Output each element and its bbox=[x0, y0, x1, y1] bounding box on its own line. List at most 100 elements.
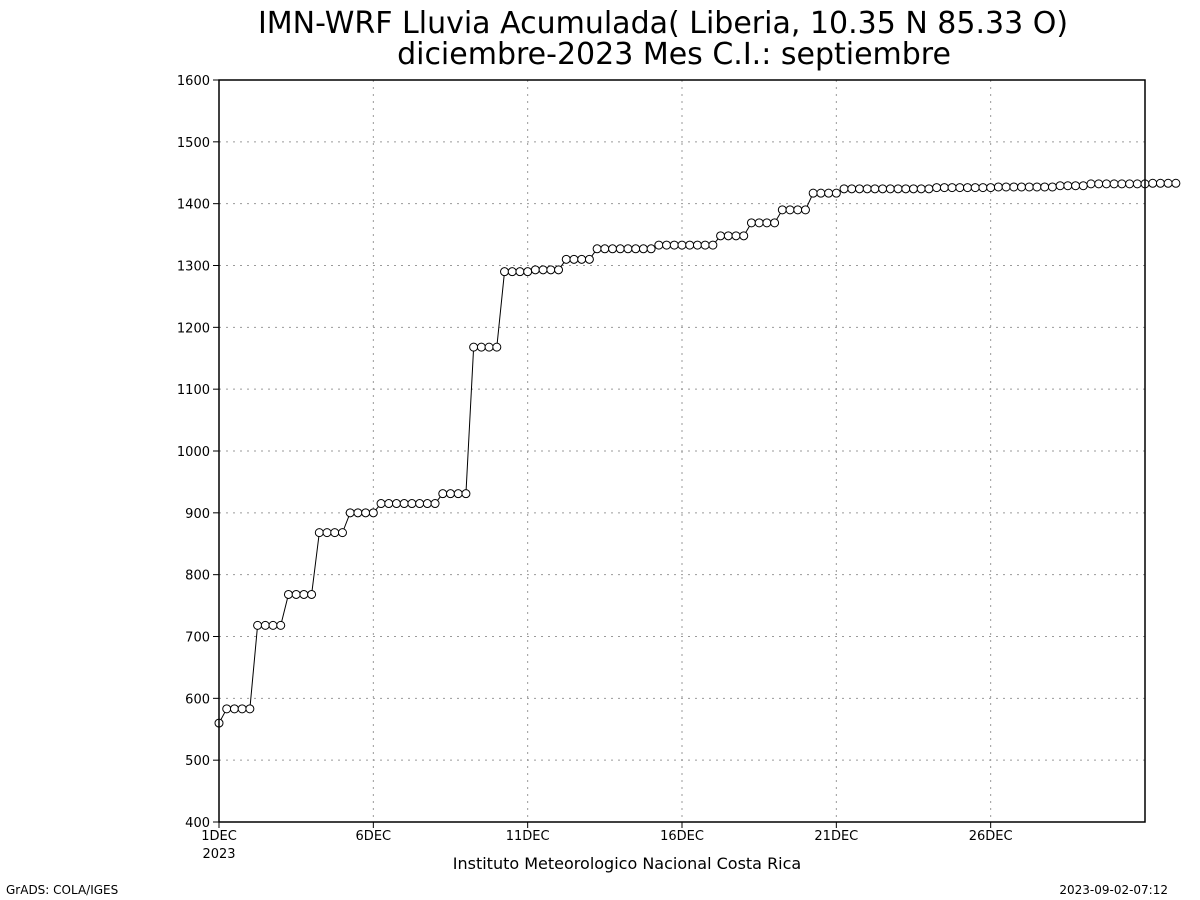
y-tick-label: 800 bbox=[185, 569, 210, 584]
data-point bbox=[669, 240, 679, 250]
x-tick-label: 1DEC bbox=[201, 829, 237, 844]
data-point bbox=[245, 704, 255, 714]
x-tick-label: 11DEC bbox=[506, 829, 550, 844]
y-tick-label: 1100 bbox=[177, 383, 210, 398]
data-point bbox=[407, 499, 417, 509]
y-tick-label: 1000 bbox=[177, 445, 210, 460]
data-point bbox=[376, 499, 386, 509]
data-point bbox=[561, 254, 571, 264]
data-point bbox=[739, 231, 749, 241]
data-point bbox=[692, 240, 702, 250]
y-tick-label: 900 bbox=[185, 507, 210, 522]
data-point bbox=[592, 244, 602, 254]
x-tick-label: 16DEC bbox=[660, 829, 704, 844]
data-point bbox=[291, 589, 301, 599]
y-tick-label: 400 bbox=[185, 816, 210, 831]
data-point bbox=[947, 183, 957, 193]
data-point bbox=[584, 254, 594, 264]
data-point bbox=[916, 184, 926, 194]
data-point bbox=[307, 589, 317, 599]
y-tick-label: 600 bbox=[185, 692, 210, 707]
data-point bbox=[438, 489, 448, 499]
data-point bbox=[677, 240, 687, 250]
data-points bbox=[214, 178, 1181, 728]
data-point bbox=[808, 188, 818, 198]
data-point bbox=[839, 184, 849, 194]
data-point bbox=[800, 205, 810, 215]
data-point bbox=[623, 244, 633, 254]
data-point bbox=[854, 184, 864, 194]
data-point bbox=[955, 183, 965, 193]
data-point bbox=[939, 183, 949, 193]
data-point bbox=[662, 240, 672, 250]
y-tick-label: 500 bbox=[185, 754, 210, 769]
y-tick-label: 1400 bbox=[177, 198, 210, 213]
data-point bbox=[1155, 178, 1165, 188]
data-point bbox=[268, 620, 278, 630]
data-point bbox=[384, 499, 394, 509]
x-tick-sublabel: 2023 bbox=[202, 847, 235, 862]
data-point bbox=[569, 254, 579, 264]
y-tick-label: 1500 bbox=[177, 136, 210, 151]
data-point bbox=[361, 508, 371, 518]
data-point bbox=[322, 528, 332, 538]
data-point bbox=[345, 508, 355, 518]
data-point bbox=[746, 218, 756, 228]
x-axis-label: Instituto Meteorologico Nacional Costa R… bbox=[453, 854, 801, 873]
data-point bbox=[538, 265, 548, 275]
data-point bbox=[229, 704, 239, 714]
data-point bbox=[993, 182, 1003, 192]
data-point bbox=[399, 499, 409, 509]
y-tick-label: 1600 bbox=[177, 74, 210, 89]
data-point bbox=[1109, 179, 1119, 189]
x-tick-label: 21DEC bbox=[814, 829, 858, 844]
data-point bbox=[646, 244, 656, 254]
data-point bbox=[530, 265, 540, 275]
data-point bbox=[283, 589, 293, 599]
data-point bbox=[299, 589, 309, 599]
data-point bbox=[260, 620, 270, 630]
data-point bbox=[847, 184, 857, 194]
data-point bbox=[1078, 181, 1088, 191]
data-point bbox=[762, 218, 772, 228]
data-point bbox=[515, 267, 525, 277]
data-point bbox=[909, 184, 918, 194]
data-point bbox=[615, 244, 625, 254]
data-point bbox=[1071, 181, 1081, 191]
data-point bbox=[453, 489, 463, 499]
data-point bbox=[1047, 182, 1057, 192]
data-point bbox=[770, 218, 780, 228]
data-point bbox=[870, 184, 880, 194]
data-point bbox=[831, 188, 841, 198]
data-point bbox=[523, 267, 533, 277]
data-point bbox=[1001, 182, 1011, 192]
data-point bbox=[600, 244, 610, 254]
data-point bbox=[1163, 178, 1173, 188]
data-point bbox=[901, 184, 911, 194]
data-point bbox=[932, 183, 942, 193]
data-point bbox=[978, 183, 988, 193]
data-point bbox=[1032, 182, 1042, 192]
data-point bbox=[731, 231, 741, 241]
data-point bbox=[554, 265, 564, 275]
data-point bbox=[1086, 179, 1096, 189]
data-point bbox=[1040, 182, 1050, 192]
data-point bbox=[1132, 179, 1142, 189]
data-point bbox=[885, 184, 895, 194]
data-point bbox=[893, 184, 903, 194]
grid-lines bbox=[219, 80, 1145, 822]
chart-subtitle: diciembre-2023 Mes C.I.: septiembre bbox=[397, 37, 951, 72]
data-point bbox=[484, 342, 494, 352]
data-point bbox=[507, 267, 517, 277]
data-point bbox=[314, 528, 324, 538]
data-point bbox=[862, 184, 872, 194]
data-point bbox=[415, 499, 425, 509]
data-point bbox=[1063, 181, 1073, 191]
data-point bbox=[546, 265, 556, 275]
data-point bbox=[391, 499, 401, 509]
data-point bbox=[500, 267, 510, 277]
x-tick-label: 26DEC bbox=[969, 829, 1013, 844]
data-point bbox=[1009, 182, 1019, 192]
data-point bbox=[276, 620, 286, 630]
